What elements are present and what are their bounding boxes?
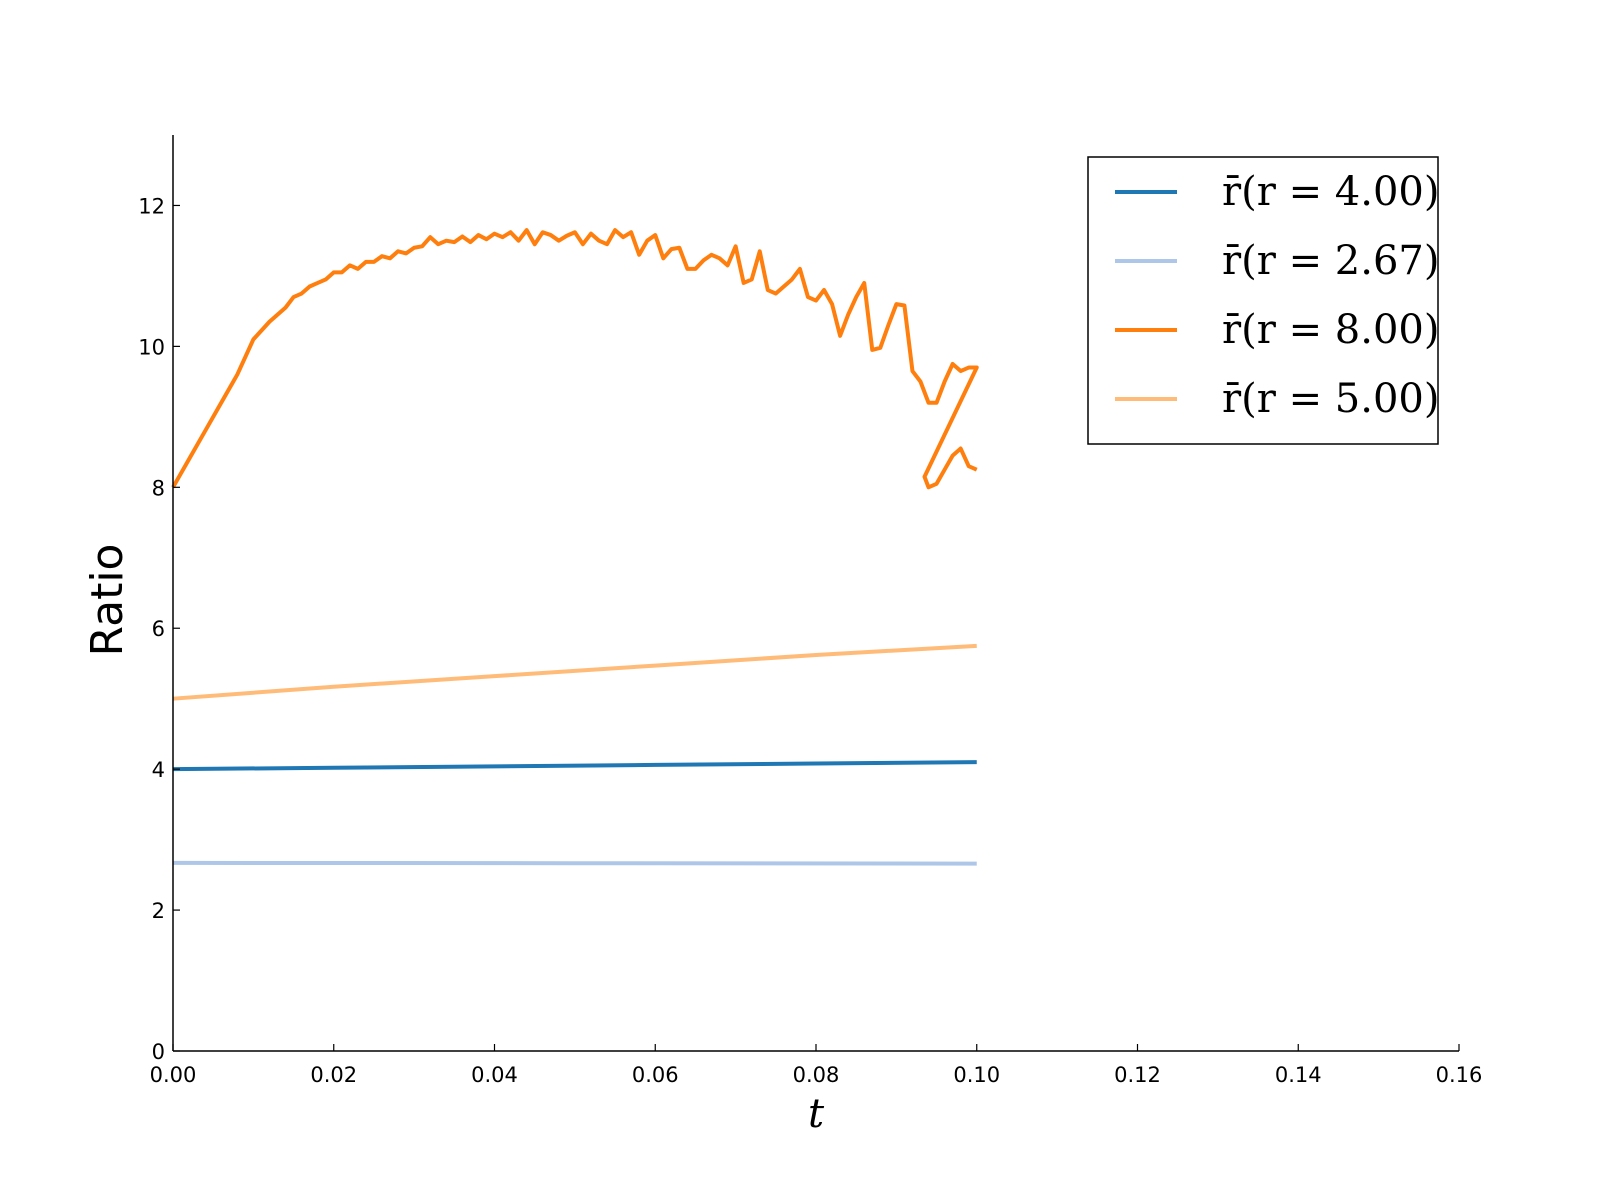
legend-label: r̄(r = 8.00): [1222, 307, 1439, 353]
x-tick-label: 0.14: [1275, 1063, 1322, 1087]
legend-box: [1087, 156, 1439, 445]
x-ticks: 0.00 0.02 0.04 0.06 0.08 0.10 0.12 0.14 0.16: [150, 1044, 1483, 1087]
y-tick-label: 12: [138, 194, 165, 218]
y-tick-label: 6: [152, 617, 165, 641]
x-tick-label: 0.00: [150, 1063, 197, 1087]
series-line-4: [172, 643, 977, 701]
x-axis-title: t: [808, 1091, 825, 1137]
series-line-2: [172, 860, 977, 866]
legend-label: r̄(r = 4.00): [1222, 169, 1439, 215]
y-ticks: 0 2 4 6 8 10 12: [138, 194, 180, 1064]
series-line-1: [172, 760, 977, 772]
y-tick-label: 2: [152, 899, 165, 923]
series-group: [171, 228, 979, 866]
y-tick-label: 10: [138, 335, 165, 359]
x-tick-label: 0.08: [793, 1063, 840, 1087]
x-tick-label: 0.12: [1114, 1063, 1161, 1087]
x-tick-label: 0.02: [310, 1063, 357, 1087]
x-tick-label: 0.16: [1436, 1063, 1483, 1087]
legend-label: r̄(r = 5.00): [1222, 376, 1439, 422]
series-line-3: [171, 228, 979, 490]
y-tick-label: 0: [152, 1040, 165, 1064]
legend-label: r̄(r = 2.67): [1222, 238, 1439, 284]
x-tick-label: 0.10: [953, 1063, 1000, 1087]
x-tick-label: 0.06: [632, 1063, 679, 1087]
y-tick-label: 8: [152, 476, 165, 500]
y-axis-title: Ratio: [82, 544, 133, 657]
y-tick-label: 4: [152, 758, 165, 782]
legend: r̄(r = 4.00) r̄(r = 2.67) r̄(r = 8.00) r̄(r…: [1087, 156, 1439, 445]
x-tick-label: 0.04: [471, 1063, 518, 1087]
